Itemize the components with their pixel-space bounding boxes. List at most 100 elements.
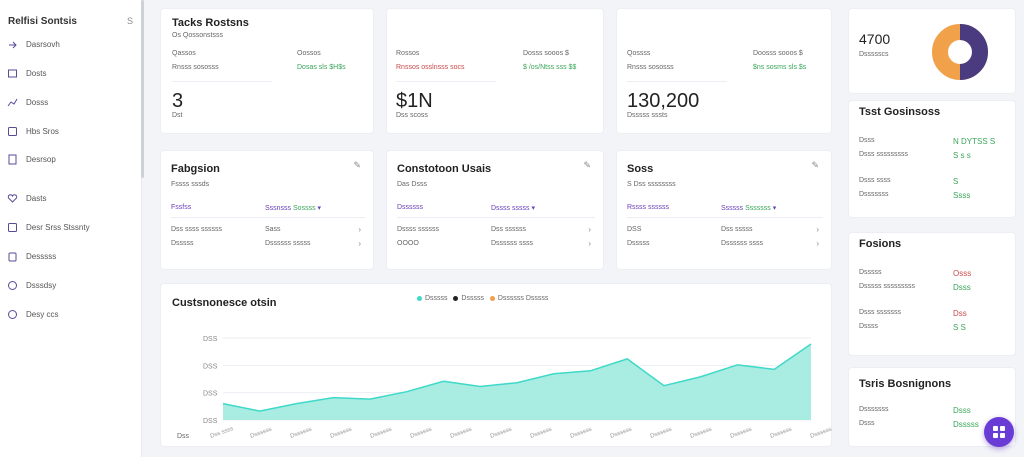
chart-icon [7,98,18,106]
column-header[interactable]: Fssfss [171,204,192,211]
sidebar-badge: S [127,16,134,26]
sidebar-item[interactable]: Dosss [7,94,48,110]
donut-chart [932,24,988,80]
item-label: Dssss [859,323,879,330]
item-value: Dsss [953,283,971,292]
item-label: Dsss sssssssss [859,151,908,158]
edit-icon[interactable]: ✎ [353,160,361,170]
sidebar-scrollbar[interactable] [141,0,144,178]
stat-label: Qassos [172,50,196,57]
item-value: S [953,177,959,186]
side-panel: Tsst Gosinsoss Dsss N DYTSS S Dsss ssssssss… [848,100,1016,218]
sidebar-item-label: Desy ccs [26,309,59,319]
item-label: Dsss [859,420,875,427]
item-label: Dsssssss [859,406,889,413]
table-subtitle: Fssss sssds [171,181,210,188]
edit-icon[interactable]: ✎ [583,160,591,170]
table-card: Fabgsion Fssss sssds ✎ Fssfss Sssnsss Sossss… [160,150,374,270]
sidebar-item-label: Dosss [26,97,49,107]
sidebar-item-label: Dsssdsy [26,280,57,290]
cell: OOOO [397,240,419,247]
item-value: N DYTSS S [953,137,996,146]
legend-item: Dssssss Dsssss [489,295,548,302]
divider [171,217,365,218]
x-tick-label: Dss ssss [210,426,235,440]
donut-card: 4700 Dssssscs [848,8,1016,94]
donut-slice-b [959,24,988,80]
edit-icon[interactable]: ✎ [811,160,819,170]
grid-icon [993,426,1005,438]
panel-title: Tsris Bosnignons [859,378,952,390]
x-tick-label: Dssssss [290,427,313,440]
sidebar-item[interactable]: Dasrsovh [7,36,60,52]
sidebar-item[interactable]: Dasts [7,190,46,206]
table-title: Soss [627,163,654,175]
x-tick-label: Dssssss [610,427,633,440]
legend-item: Dsssss [417,295,448,302]
column-header[interactable]: Rssss ssssss [627,204,669,211]
item-label: Dsssssss [859,191,889,198]
item-label: Dsssss [859,269,882,276]
column-header[interactable]: Dssssss [397,204,424,211]
x-tick-label: Dssssss [730,427,753,440]
x-tick-label: Dssssss [410,427,433,440]
side-panel: Fosions Dsssss Osss Dsssss sssssssss Dsss Dss… [848,232,1016,356]
stat-value: $1N [396,90,433,112]
divider [396,81,496,82]
sidebar-item[interactable]: Desrsop [7,151,56,167]
cell: Dssss ssssss [397,226,439,233]
item-value: Ssss [953,191,971,200]
stat-value: 130,200 [627,90,700,112]
app-title: Relfisi Sontsis [8,16,77,27]
chevron-right-icon: › [816,225,819,234]
chevron-right-icon: › [358,225,361,234]
stat-card-3: Qossss Rnsss sososss Doosss sooos $ $ns … [616,8,832,134]
item-value: Osss [953,269,972,278]
cell: Dsssss [627,240,650,247]
series-line [222,343,812,412]
sidebar-item-label: Desrsop [26,154,56,164]
sidebar-item-label: Dasts [26,193,47,203]
stat-label: Oossos [297,50,321,57]
sidebar-item[interactable]: Desr Srss Stssnty [7,219,90,235]
table-card: Soss S Dss ssssssss ✎ Rssss ssssss Ssssss Ss… [616,150,832,270]
stat-label: Rossos [396,50,420,57]
sidebar-item-label: Dasrsovh [26,39,60,49]
cell: Dss ssss ssssss [171,226,222,233]
globe-icon [8,280,17,290]
sidebar-item[interactable]: Desy ccs [7,306,58,322]
stat-sub: Rnsss sososss [172,64,219,71]
column-header[interactable]: Dssss sssss ▾ [491,205,535,212]
legend-item: Dsssss [453,295,484,302]
column-header[interactable]: Sssnsss Sossss ▾ [265,205,322,212]
donut-value: 4700 [859,31,891,47]
donut-label: Dssssscs [859,51,889,58]
cell: Dssssss ssss [721,240,763,247]
cell: Dsssss [171,240,194,247]
sidebar-item[interactable]: Dosts [7,65,46,81]
x-tick-label: Dssssss [570,427,593,440]
sidebar-item[interactable]: Desssss [7,248,56,264]
card-title: Tacks Rostsns [172,17,249,29]
x-tick-label: Dssssss [250,427,273,440]
item-value: Dsssss [953,420,979,429]
sidebar-item-label: Hbs Sros [26,126,59,136]
chevron-right-icon: › [588,239,591,248]
stat-value-sub: Dsssss sssts [627,112,668,119]
stat-sub: Dosas sls $H$s [297,64,346,71]
link-icon [9,41,17,48]
circle-icon [8,309,17,319]
item-label: Dsss ssss [859,177,891,184]
apps-fab-button[interactable] [984,417,1014,447]
sidebar-item[interactable]: Dsssdsy [7,277,56,293]
item-label: Dsss sssssss [859,309,901,316]
stat-label: Doosss sooos $ [753,50,803,57]
item-label: Dsss [859,137,875,144]
sidebar-item[interactable]: Hbs Sros [7,123,59,139]
sidebar-item-label: Desssss [26,251,57,261]
area-chart-card: Custsnonesce otsin Dsssss Dsssss Dssssss… [160,283,833,447]
item-value: Dsss [953,406,971,415]
x-tick-label: Dssssss [690,427,713,440]
x-tick-label: Dssssss [490,427,513,440]
column-header[interactable]: Ssssss Sssssss ▾ [721,205,777,212]
